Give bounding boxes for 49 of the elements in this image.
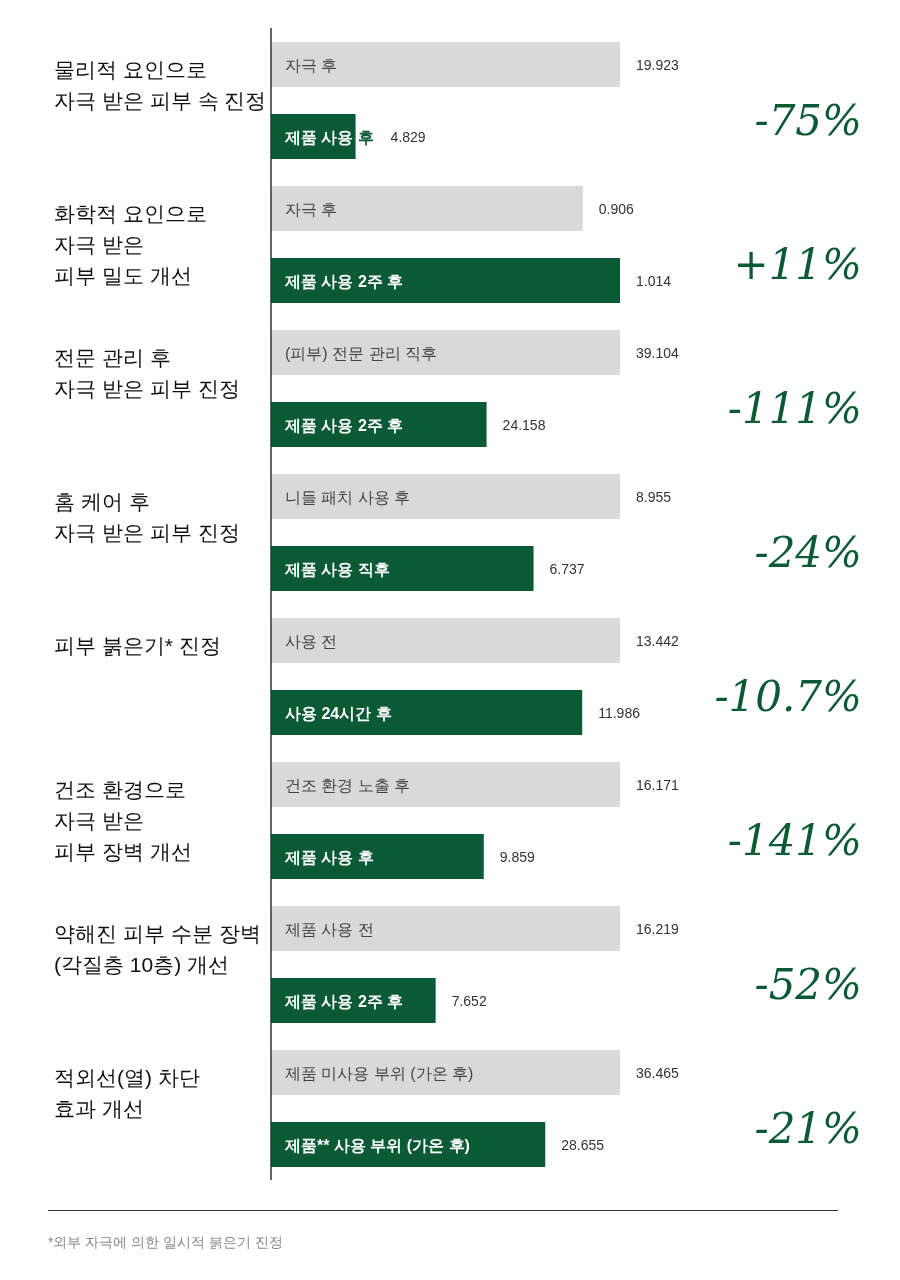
y-tick-label: 자극 후 [285,56,338,74]
data-label: 1.014 [636,272,672,289]
text: -52% [754,960,862,1009]
text: 피부 붉은기* 진정 [53,633,222,659]
data-label: 16.219 [636,920,680,937]
y-tick-label: 제품 사용 후 [284,128,374,146]
data-label: 28.655 [561,1136,605,1153]
text: 화학적 요인으로 자극 받은 피부 밀도 개선 [53,201,208,289]
text: -75% [754,96,862,145]
data-label: 4.829 [390,128,426,145]
text: 적외선(열) 차단 효과 개선 [53,1065,201,1122]
text: *외부 자극에 의한 일시적 붉은기 진정 [48,1233,284,1252]
y-tick-label: 제품 사용 2주 후 [284,992,404,1010]
text: -10.7% [714,672,862,721]
text: 건조 환경으로 자극 받은 피부 장벽 개선 [53,777,193,865]
text: -21% [754,1104,862,1153]
data-label: 11.986 [598,704,641,721]
y-tick-label: 사용 24시간 후 [285,704,392,722]
text: 약해진 피부 수분 장벽 (각질층 10층) 개선 [53,921,262,978]
y-tick-label: 제품 사용 전 [285,920,374,938]
y-tick-label: 제품 사용 2주 후 [284,272,404,290]
text: +11% [733,240,862,289]
text: 홈 케어 후 자극 받은 피부 진정 [53,489,241,546]
data-label: 7.652 [451,992,487,1009]
data-label: 9.859 [499,848,536,865]
y-tick-label: 자극 후 [285,200,338,218]
data-label: 36.465 [636,1064,680,1081]
data-label: 16.171 [636,776,680,793]
text: 전문 관리 후 자극 받은 피부 진정 [53,345,241,402]
y-tick-label: 사용 전 [285,632,338,650]
data-label: 8.955 [636,488,672,505]
y-tick-label: (피부) 전문 관리 직후 [285,344,437,362]
data-label: 13.442 [636,632,680,649]
text: 물리적 요인으로 자극 받은 피부 속 진정 [53,57,268,114]
data-label: 19.923 [636,56,680,73]
y-tick-label: 제품 사용 2주 후 [284,416,404,434]
y-tick-label: 제품** 사용 부위 (가온 후) [284,1136,470,1154]
text: -111% [727,384,862,433]
y-tick-label: 제품 사용 후 [284,848,374,866]
data-label: 39.104 [636,344,680,361]
y-tick-label: 건조 환경 노출 후 [285,776,411,794]
text: -141% [727,816,862,865]
y-tick-label: 제품 미사용 부위 (가온 후) [285,1064,474,1082]
text: -24% [754,528,862,577]
y-tick-label: 니들 패치 사용 후 [285,488,411,506]
y-tick-label: 제품 사용 직후 [284,560,390,578]
data-label: 24.158 [502,416,546,433]
data-label: 6.737 [549,560,585,577]
data-label: 0.906 [598,200,635,217]
